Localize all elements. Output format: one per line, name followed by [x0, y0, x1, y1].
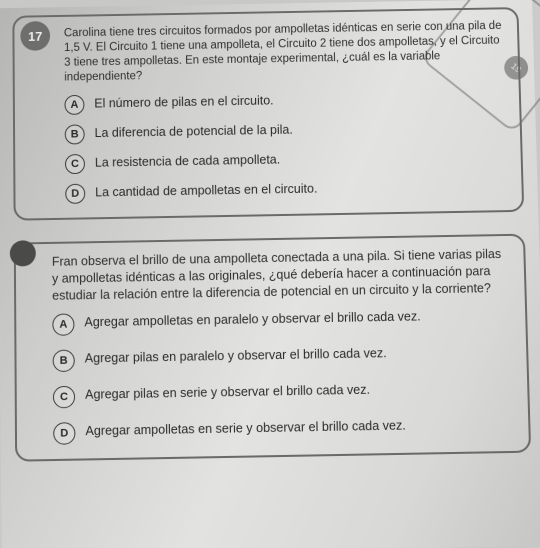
- question-18: Fran observa el brillo de una ampolleta …: [14, 233, 531, 462]
- option-letter-B[interactable]: B: [65, 124, 85, 144]
- question-17-stem: Carolina tiene tres circuitos formados p…: [64, 19, 505, 85]
- option-row: D La cantidad de ampolletas en el circui…: [65, 176, 508, 204]
- question-18-options: A Agregar ampolletas en paralelo y obser…: [52, 306, 514, 445]
- option-text: Agregar pilas en serie y observar el bri…: [85, 381, 370, 404]
- option-row: B La diferencia de potencial de la pila.: [65, 117, 507, 144]
- option-row: A Agregar ampolletas en paralelo y obser…: [52, 306, 511, 336]
- option-row: C Agregar pilas en serie y observar el b…: [53, 379, 514, 409]
- option-row: A El número de pilas en el circuito.: [64, 87, 505, 114]
- option-row: C La resistencia de cada ampolleta.: [65, 146, 507, 173]
- question-17-options: A El número de pilas en el circuito. B L…: [64, 87, 507, 203]
- option-letter-A[interactable]: A: [64, 95, 84, 115]
- option-letter-C[interactable]: C: [65, 154, 85, 174]
- option-text: Agregar ampolletas en serie y observar e…: [85, 417, 406, 441]
- question-17: 17 Carolina tiene tres circuitos formado…: [12, 7, 524, 220]
- option-text: La cantidad de ampolletas en el circuito…: [95, 179, 317, 201]
- question-18-stem: Fran observa el brillo de una ampolleta …: [52, 246, 511, 305]
- option-row: B Agregar pilas en paralelo y observar e…: [53, 342, 513, 372]
- option-text: Agregar pilas en paralelo y observar el …: [85, 344, 387, 367]
- option-letter-D[interactable]: D: [65, 183, 85, 203]
- option-text: La resistencia de cada ampolleta.: [95, 150, 281, 171]
- option-letter-A[interactable]: A: [52, 314, 74, 336]
- option-row: D Agregar ampolletas en serie y observar…: [53, 415, 514, 445]
- option-letter-B[interactable]: B: [53, 350, 75, 373]
- worksheet-page: 19 17 Carolina tiene tres circuitos form…: [0, 0, 540, 548]
- option-letter-C[interactable]: C: [53, 386, 75, 409]
- question-number-badge: 17: [20, 21, 50, 51]
- option-letter-D[interactable]: D: [53, 423, 75, 446]
- option-text: Agregar ampolletas en paralelo y observa…: [84, 308, 421, 332]
- option-text: El número de pilas en el circuito.: [94, 91, 274, 112]
- option-text: La diferencia de potencial de la pila.: [94, 121, 292, 142]
- question-number-badge: [10, 240, 36, 266]
